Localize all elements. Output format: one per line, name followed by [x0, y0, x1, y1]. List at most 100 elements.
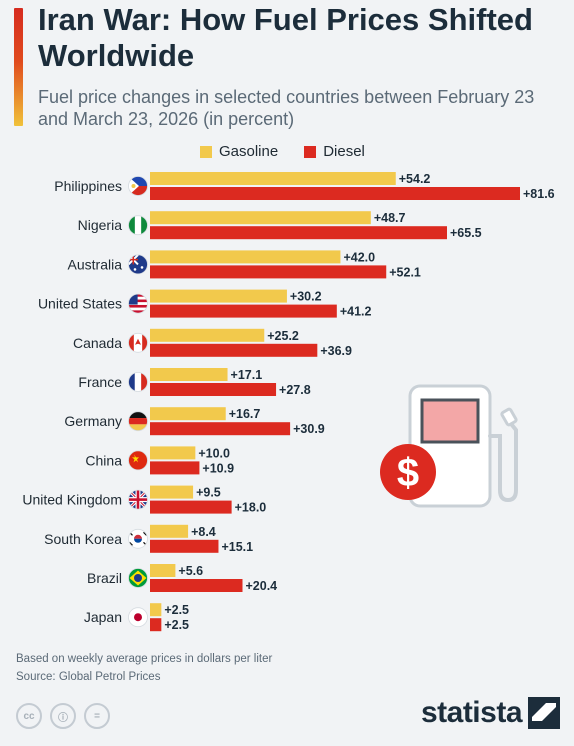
brand-name: statista [420, 696, 523, 729]
data-label-gasoline-brazil: +5.6 [178, 564, 203, 578]
creative-commons-icon[interactable]: cc [16, 703, 42, 729]
bar-diesel-brazil [150, 579, 243, 592]
data-label-diesel-united-states: +41.2 [340, 305, 372, 319]
bar-gasoline-china [150, 446, 196, 460]
page-subtitle: Fuel price changes in selected countries… [38, 87, 535, 129]
data-label-diesel-japan: +2.5 [164, 618, 189, 632]
flag-united-states-icon [128, 293, 148, 314]
chart-row-australia: Australia +42.0 +52.1 [68, 250, 421, 279]
svg-text:$: $ [397, 451, 419, 495]
flag-united-kingdom-icon [128, 489, 148, 510]
statista-mark-icon [528, 697, 560, 729]
bar-diesel-japan [150, 618, 162, 632]
bar-gasoline-nigeria [150, 211, 371, 225]
flag-germany-icon [128, 411, 148, 432]
footnote: Based on weekly average prices in dollar… [16, 653, 273, 665]
legend-item-gasoline: Gasoline [200, 143, 278, 160]
chart-row-canada: Canada +25.2 +36.9 [73, 328, 352, 358]
data-label-gasoline-philippines: +54.2 [399, 172, 431, 186]
data-label-gasoline-canada: +25.2 [267, 329, 299, 343]
flag-japan-icon [128, 607, 148, 628]
bar-diesel-australia [150, 265, 387, 279]
bar-gasoline-south-korea [150, 524, 189, 538]
bar-gasoline-australia [150, 250, 341, 264]
bar-gasoline-canada [150, 328, 265, 342]
data-label-gasoline-china: +10.0 [198, 446, 230, 460]
bar-gasoline-united-states [150, 289, 287, 303]
legend-swatch-gasoline [200, 145, 212, 158]
bar-gasoline-philippines [150, 172, 396, 185]
chart-row-south-korea: South Korea +8.4 +15.1 [44, 524, 253, 554]
category-label-nigeria: Nigeria [78, 217, 123, 233]
legend-swatch-diesel [304, 145, 317, 158]
flag-canada-icon [128, 332, 148, 353]
chart-row-philippines: Philippines +54.2 +81.6 [54, 172, 555, 201]
fuel-pump-icon: $ [380, 384, 518, 508]
statista-logo[interactable]: statista [421, 696, 560, 730]
flag-china-icon [128, 450, 148, 471]
footer-notes: Based on weekly average prices in dollar… [16, 650, 272, 686]
data-label-gasoline-united-states: +30.2 [290, 290, 322, 304]
category-label-brazil: Brazil [87, 570, 122, 586]
data-label-diesel-china: +10.9 [202, 461, 234, 475]
chart-row-united-states: United States +30.2 +41.2 [38, 289, 372, 319]
data-label-gasoline-nigeria: +48.7 [374, 211, 406, 225]
data-label-diesel-germany: +30.9 [293, 422, 325, 436]
data-label-gasoline-south-korea: +8.4 [191, 525, 216, 539]
bar-diesel-united-kingdom [150, 500, 232, 514]
legend-label-diesel: Diesel [323, 143, 365, 160]
legend-label-gasoline: Gasoline [219, 143, 279, 160]
flag-south-korea-icon [128, 528, 148, 549]
bar-gasoline-japan [150, 603, 162, 617]
chart-row-germany: Germany +16.7 +30.9 [64, 407, 325, 436]
bar-gasoline-france [150, 368, 228, 381]
bar-diesel-united-states [150, 304, 337, 318]
bar-diesel-china [150, 461, 200, 475]
flag-france-icon [128, 372, 148, 392]
bar-diesel-germany [150, 422, 291, 436]
data-label-diesel-canada: +36.9 [320, 344, 352, 358]
data-label-diesel-australia: +52.1 [389, 265, 421, 279]
category-label-australia: Australia [68, 256, 123, 272]
legend-item-diesel: Diesel [304, 143, 365, 160]
data-label-diesel-brazil: +20.4 [246, 579, 278, 593]
data-label-gasoline-united-kingdom: +9.5 [196, 486, 221, 500]
accent-bar [14, 8, 23, 126]
bar-gasoline-brazil [150, 564, 176, 577]
attribution-icon[interactable]: ⓘ [50, 703, 76, 729]
data-label-gasoline-france: +17.1 [231, 368, 263, 382]
data-label-gasoline-japan: +2.5 [164, 603, 189, 617]
page-title: Iran War: How Fuel Prices Shifted Worldw… [38, 2, 533, 73]
chart-row-united-kingdom: United Kingdom +9.5 +18.0 [22, 485, 266, 515]
no-derivatives-icon[interactable]: = [84, 703, 110, 729]
data-label-gasoline-germany: +16.7 [229, 407, 261, 421]
chart-row-france: France +17.1 +27.8 [78, 368, 311, 397]
flag-brazil-icon [128, 568, 148, 588]
bar-diesel-south-korea [150, 539, 219, 553]
data-label-diesel-nigeria: +65.5 [450, 226, 482, 240]
data-label-diesel-south-korea: +15.1 [221, 540, 253, 554]
category-label-united-kingdom: United Kingdom [22, 492, 122, 508]
data-label-diesel-philippines: +81.6 [523, 187, 555, 201]
category-label-philippines: Philippines [54, 178, 122, 194]
bar-diesel-canada [150, 343, 318, 357]
category-label-south-korea: South Korea [44, 531, 122, 547]
flag-philippines-icon [128, 176, 148, 196]
bar-gasoline-germany [150, 407, 226, 421]
chart-row-china: China +10.0+10.9 [85, 446, 234, 475]
data-label-gasoline-australia: +42.0 [343, 250, 375, 264]
category-label-japan: Japan [84, 609, 122, 625]
chart-legend: Gasoline Diesel [200, 143, 365, 160]
source-line: Source: Global Petrol Prices [16, 671, 161, 683]
category-label-germany: Germany [64, 413, 122, 429]
data-label-diesel-france: +27.8 [279, 383, 311, 397]
license-icons: cc ⓘ = [16, 703, 110, 729]
bar-diesel-france [150, 383, 277, 396]
chart-row-nigeria: Nigeria +48.7 +65.5 [78, 211, 482, 240]
bar-gasoline-united-kingdom [150, 485, 194, 499]
chart-row-japan: Japan +2.5+2.5 [84, 603, 189, 632]
flag-nigeria-icon [128, 215, 148, 236]
category-label-china: China [85, 452, 122, 468]
fuel-pump-illustration: $ [376, 380, 526, 510]
